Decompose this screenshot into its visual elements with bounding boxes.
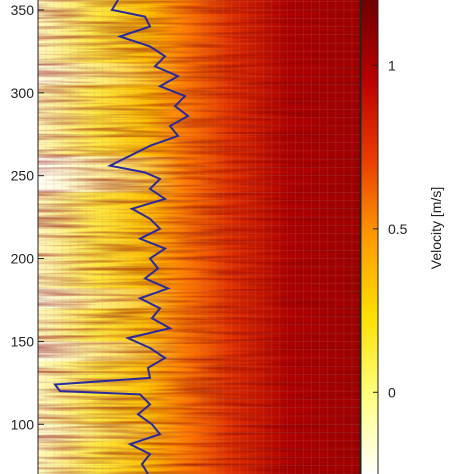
colorbar-gradient [360, 0, 379, 474]
y-tick-label: 150 [11, 333, 35, 349]
boundary-line [53, 0, 190, 474]
colorbar-label: Velocity [m/s] [428, 187, 444, 269]
colorbar-axis: 00.51 [373, 57, 408, 400]
y-tick-label: 300 [11, 85, 35, 101]
plot-frame [37, 0, 361, 474]
plot-grid [38, 0, 360, 474]
y-tick-label: 250 [11, 168, 35, 184]
y-tick-label: 200 [11, 251, 35, 267]
y-tick-label: 100 [11, 416, 35, 432]
colorbar: 00.51 Velocity [m/s] [360, 0, 444, 474]
y-axis: 100 150 200 250 300 350 [11, 2, 44, 432]
plot-area [38, 0, 360, 474]
heatmap-streak-texture [38, 0, 360, 474]
y-tick-label: 350 [11, 2, 35, 18]
colorbar-tick-label: 1 [388, 57, 396, 73]
colorbar-tick-label: 0 [388, 384, 396, 400]
colorbar-tick-label: 0.5 [388, 221, 408, 237]
